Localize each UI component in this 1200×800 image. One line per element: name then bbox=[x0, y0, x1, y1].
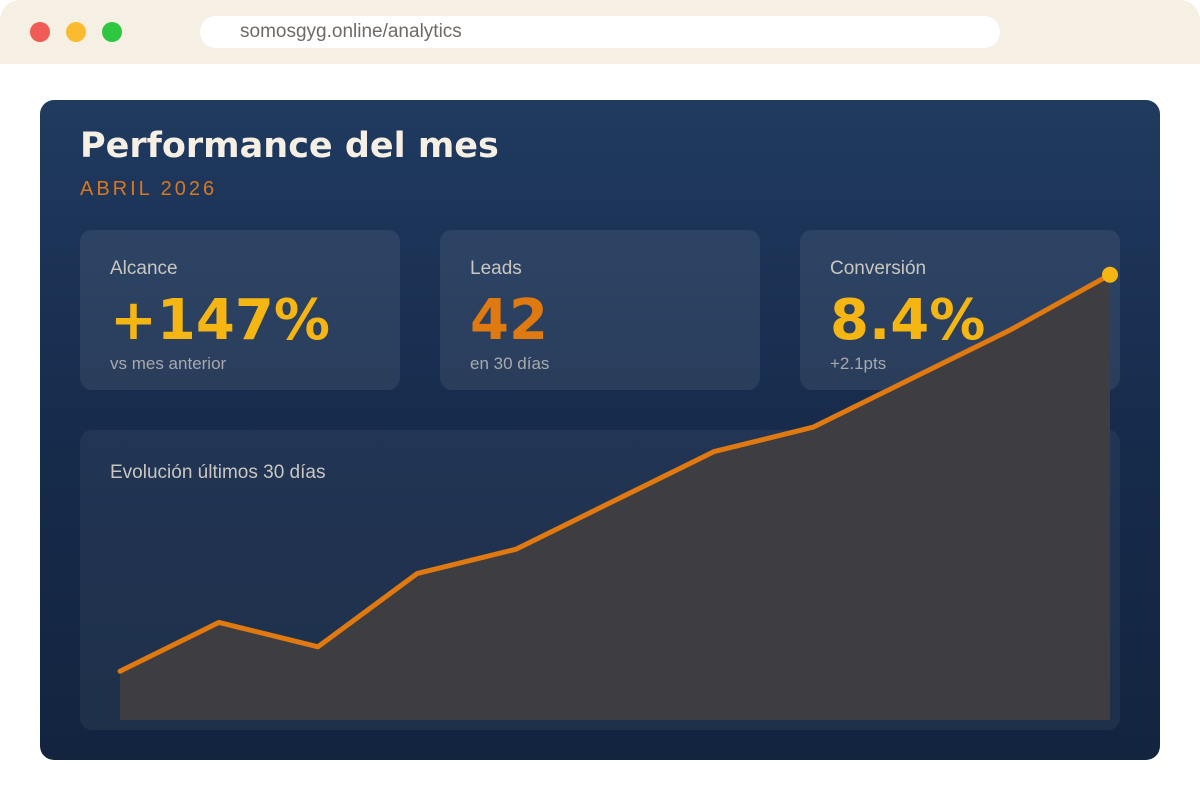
address-bar[interactable]: somosgyg.online/analytics bbox=[200, 16, 1000, 48]
metric-value: 8.4% bbox=[830, 288, 986, 353]
page-title: Performance del mes bbox=[80, 126, 499, 166]
trend-chart-card: Evolución últimos 30 días bbox=[80, 430, 1120, 730]
minimize-window-button[interactable] bbox=[66, 22, 86, 42]
metric-note: vs mes anterior bbox=[110, 354, 227, 373]
metric-note: +2.1pts bbox=[830, 354, 887, 373]
metric-card-conversion: Conversión 8.4% +2.1pts bbox=[800, 230, 1120, 390]
metric-note: en 30 días bbox=[470, 354, 550, 373]
maximize-window-button[interactable] bbox=[102, 22, 122, 42]
metric-value: +147% bbox=[110, 288, 330, 353]
metric-label: Leads bbox=[470, 258, 522, 279]
metric-card-alcance: Alcance +147% vs mes anterior bbox=[80, 230, 400, 390]
metric-label: Conversión bbox=[830, 258, 927, 279]
chart-title: Evolución últimos 30 días bbox=[110, 462, 326, 483]
period-label: ABRIL 2026 bbox=[80, 178, 218, 200]
browser-toolbar: somosgyg.online/analytics bbox=[0, 0, 1200, 64]
metric-label: Alcance bbox=[110, 258, 178, 279]
close-window-button[interactable] bbox=[30, 22, 50, 42]
performance-panel: Performance del mes ABRIL 2026 Alcance +… bbox=[40, 100, 1160, 760]
metric-card-leads: Leads 42 en 30 días bbox=[440, 230, 760, 390]
metric-value: 42 bbox=[470, 288, 548, 353]
